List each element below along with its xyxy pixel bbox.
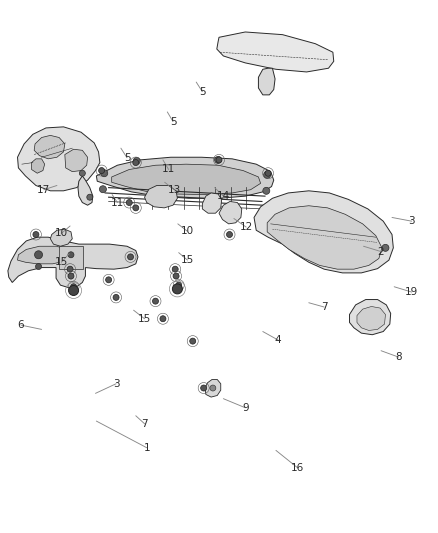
Circle shape bbox=[215, 156, 222, 164]
Text: 12: 12 bbox=[240, 222, 253, 232]
Text: 3: 3 bbox=[113, 379, 120, 389]
Text: 5: 5 bbox=[170, 117, 177, 126]
Text: 15: 15 bbox=[181, 255, 194, 265]
Text: 19: 19 bbox=[405, 287, 418, 297]
Circle shape bbox=[99, 185, 106, 193]
Polygon shape bbox=[32, 159, 45, 173]
Polygon shape bbox=[50, 229, 72, 246]
Text: 16: 16 bbox=[291, 463, 304, 473]
Circle shape bbox=[265, 170, 271, 176]
Circle shape bbox=[101, 169, 108, 177]
Text: 7: 7 bbox=[141, 419, 148, 429]
Polygon shape bbox=[65, 149, 88, 172]
Circle shape bbox=[79, 170, 85, 176]
Text: 9: 9 bbox=[242, 403, 249, 413]
Text: 5: 5 bbox=[124, 153, 131, 163]
Polygon shape bbox=[205, 379, 221, 397]
Circle shape bbox=[87, 194, 93, 200]
Circle shape bbox=[35, 251, 42, 259]
Circle shape bbox=[133, 205, 139, 211]
Text: 10: 10 bbox=[181, 227, 194, 236]
Text: 1: 1 bbox=[143, 443, 150, 453]
Circle shape bbox=[127, 254, 134, 260]
Polygon shape bbox=[217, 32, 334, 72]
Polygon shape bbox=[18, 246, 68, 264]
Text: 7: 7 bbox=[321, 302, 328, 312]
Text: 14: 14 bbox=[217, 191, 230, 201]
Circle shape bbox=[126, 199, 132, 206]
Polygon shape bbox=[267, 206, 382, 269]
Circle shape bbox=[67, 266, 73, 272]
Circle shape bbox=[264, 171, 271, 179]
Circle shape bbox=[216, 157, 222, 163]
Polygon shape bbox=[8, 237, 138, 288]
Text: 15: 15 bbox=[55, 257, 68, 267]
Circle shape bbox=[190, 338, 196, 344]
Polygon shape bbox=[96, 157, 274, 198]
Circle shape bbox=[263, 187, 270, 195]
Text: 8: 8 bbox=[395, 352, 402, 362]
Text: 11: 11 bbox=[111, 198, 124, 207]
Text: 11: 11 bbox=[162, 165, 175, 174]
Circle shape bbox=[201, 385, 207, 391]
Circle shape bbox=[382, 244, 389, 252]
Circle shape bbox=[71, 284, 77, 290]
Circle shape bbox=[99, 167, 105, 174]
Circle shape bbox=[33, 231, 39, 238]
Polygon shape bbox=[34, 135, 65, 159]
Polygon shape bbox=[258, 68, 275, 95]
Polygon shape bbox=[254, 191, 393, 273]
Circle shape bbox=[152, 298, 159, 304]
Circle shape bbox=[68, 252, 74, 258]
Circle shape bbox=[69, 286, 78, 295]
Polygon shape bbox=[18, 127, 100, 191]
Polygon shape bbox=[145, 185, 177, 208]
Text: 2: 2 bbox=[378, 247, 385, 256]
Text: 3: 3 bbox=[408, 216, 415, 226]
Circle shape bbox=[173, 273, 179, 279]
Circle shape bbox=[210, 385, 216, 391]
Polygon shape bbox=[202, 193, 222, 213]
Text: 6: 6 bbox=[18, 320, 25, 330]
Polygon shape bbox=[59, 246, 83, 269]
Circle shape bbox=[35, 263, 42, 270]
Circle shape bbox=[176, 282, 182, 288]
Circle shape bbox=[226, 231, 233, 238]
Polygon shape bbox=[357, 306, 385, 330]
Polygon shape bbox=[219, 201, 242, 224]
Text: 10: 10 bbox=[55, 229, 68, 238]
Polygon shape bbox=[350, 300, 391, 335]
Circle shape bbox=[68, 273, 74, 279]
Circle shape bbox=[172, 266, 178, 272]
Text: 4: 4 bbox=[275, 335, 282, 345]
Text: 5: 5 bbox=[199, 87, 206, 96]
Circle shape bbox=[173, 284, 182, 294]
Polygon shape bbox=[112, 164, 261, 195]
Circle shape bbox=[106, 277, 112, 283]
Text: 15: 15 bbox=[138, 314, 151, 324]
Text: 17: 17 bbox=[37, 185, 50, 195]
Text: 13: 13 bbox=[168, 185, 181, 195]
Circle shape bbox=[133, 157, 140, 165]
Circle shape bbox=[113, 294, 119, 301]
Circle shape bbox=[133, 159, 139, 166]
Polygon shape bbox=[78, 176, 93, 205]
Circle shape bbox=[160, 316, 166, 322]
